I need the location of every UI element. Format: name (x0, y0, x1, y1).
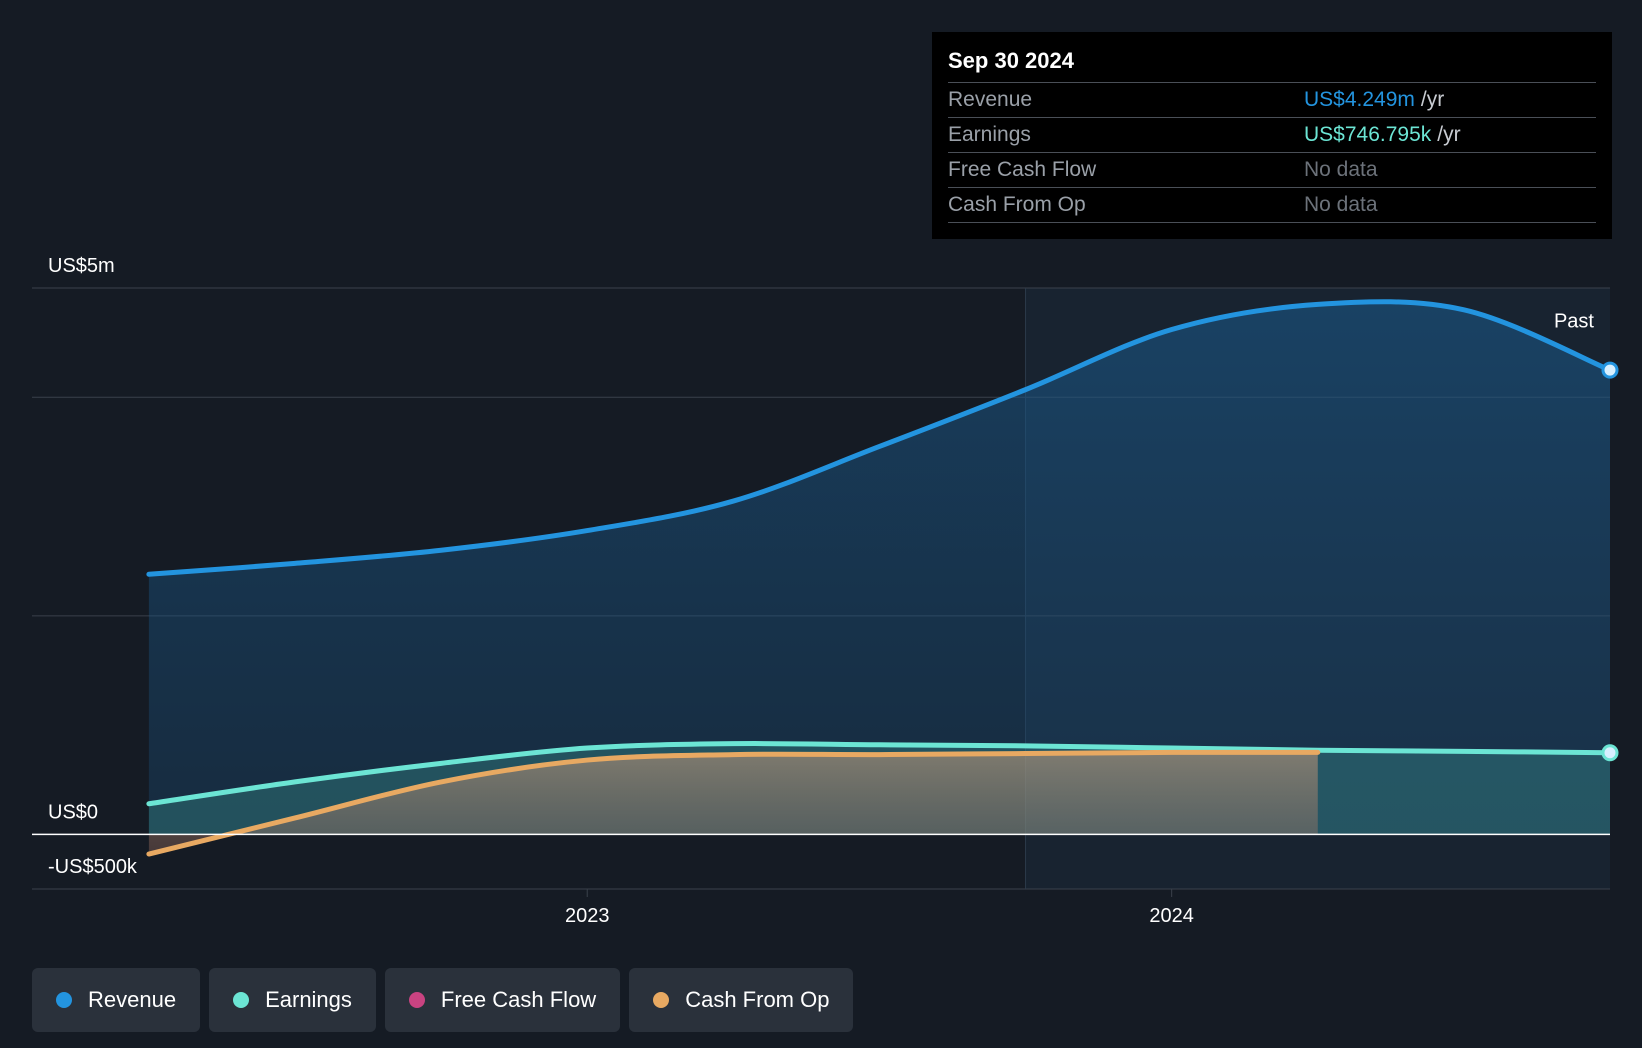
tooltip-row-label: Earnings (948, 123, 1031, 146)
chart-legend: Revenue Earnings Free Cash Flow Cash Fro… (32, 968, 854, 1032)
tooltip-row-revenue: Revenue US$4.249m/yr (948, 83, 1596, 118)
tooltip-row-value: No data (1304, 193, 1378, 216)
legend-item-cash-from-op[interactable]: Cash From Op (629, 968, 854, 1032)
legend-item-revenue[interactable]: Revenue (32, 968, 201, 1032)
tooltip-row-unit: /yr (1437, 123, 1461, 146)
series-lines (146, 299, 1613, 857)
tooltip-row-value: US$746.795k (1304, 123, 1432, 146)
tooltip-panel: Sep 30 2024 Revenue US$4.249m/yr Earning… (932, 32, 1612, 239)
x-tick-label: 2023 (565, 905, 610, 927)
y-axis-labels: US$5m US$0 -US$500k (48, 255, 138, 878)
earnings-line (146, 741, 1613, 807)
y-tick-label: US$0 (48, 801, 98, 823)
revenue-area (148, 301, 1610, 835)
legend-item-free-cash-flow[interactable]: Free Cash Flow (384, 968, 621, 1032)
tooltip-row-earnings: Earnings US$746.795k/yr (948, 118, 1596, 153)
tooltip-row-value: No data (1304, 158, 1378, 181)
revenue-end-marker (1601, 361, 1619, 379)
revenue-line (146, 299, 1613, 577)
cash-from-op-area (148, 752, 1318, 855)
tooltip-row-label: Cash From Op (948, 193, 1086, 216)
tooltip-row-free-cash-flow: Free Cash Flow No data (948, 153, 1596, 188)
earnings-dot-icon (233, 992, 250, 1008)
legend-label: Earnings (265, 987, 352, 1012)
series-areas (148, 301, 1610, 855)
y-tick-label: -US$500k (48, 856, 138, 878)
tooltip-row-cash-from-op: Cash From Op No data (948, 188, 1596, 223)
free-cash-flow-dot-icon (408, 992, 425, 1008)
tooltip-row-label: Revenue (948, 88, 1033, 111)
tooltip-date: Sep 30 2024 (948, 46, 1596, 83)
revenue-dot-icon (56, 992, 72, 1008)
series-end-markers (1601, 361, 1619, 762)
cash-from-op-line (146, 749, 1321, 857)
x-tick-label: 2024 (1149, 905, 1194, 927)
y-tick-label: US$5m (48, 255, 115, 277)
legend-label: Revenue (88, 987, 177, 1012)
legend-label: Free Cash Flow (440, 987, 597, 1012)
tooltip-row-unit: /yr (1420, 88, 1445, 111)
x-axis-labels: 2023 2024 (565, 889, 1194, 927)
legend-item-earnings[interactable]: Earnings (209, 968, 376, 1032)
earnings-end-marker (1601, 744, 1619, 762)
legend-label: Cash From Op (685, 987, 830, 1012)
cash-from-op-dot-icon (653, 992, 670, 1008)
tooltip-row-label: Free Cash Flow (948, 158, 1097, 181)
tooltip-row-value: US$4.249m (1304, 88, 1415, 111)
past-label: Past (1554, 310, 1594, 332)
